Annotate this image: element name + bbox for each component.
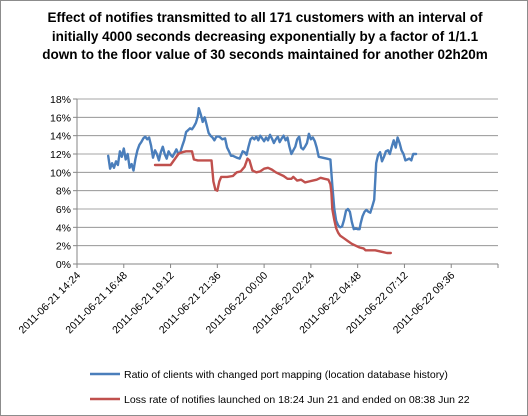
chart-title: Effect of notifies transmitted to all 17… xyxy=(42,10,488,62)
legend-label-1: Ratio of clients with changed port mappi… xyxy=(124,369,448,381)
y-tick-label: 18% xyxy=(50,94,71,106)
y-tick-label: 0% xyxy=(56,259,71,271)
legend: Ratio of clients with changed port mappi… xyxy=(90,369,470,406)
y-tick-label: 14% xyxy=(50,131,71,143)
y-tick-label: 2% xyxy=(56,241,71,253)
axes xyxy=(73,98,499,268)
y-tick-label: 12% xyxy=(50,149,71,161)
y-tick-labels: 0% 2% 4% 6% 8% 10% 12% 14% 16% 18% xyxy=(50,94,71,271)
legend-label-2: Loss rate of notifies launched on 18:24 … xyxy=(124,394,470,406)
y-tick-label: 10% xyxy=(50,167,71,179)
y-tick-label: 8% xyxy=(56,186,71,198)
series-line-2 xyxy=(153,150,392,255)
series-line-1 xyxy=(106,106,418,231)
series-lines xyxy=(106,106,418,255)
y-tick-label: 4% xyxy=(56,222,71,234)
y-tick-label: 6% xyxy=(56,204,71,216)
gridlines xyxy=(77,98,498,247)
y-tick-label: 16% xyxy=(50,112,71,124)
